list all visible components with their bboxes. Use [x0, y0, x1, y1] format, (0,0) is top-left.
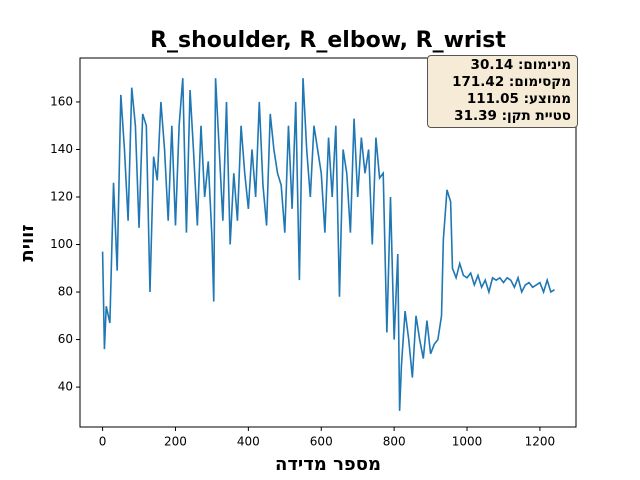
x-axis-label: מספר מדידה: [275, 454, 381, 475]
data-line: [101, 78, 555, 411]
y-tick-label: 100: [50, 237, 73, 251]
y-axis-label: זווית: [17, 224, 38, 261]
x-tick-label: 1000: [452, 435, 483, 449]
chart-title: R_shoulder, R_elbow, R_wrist: [150, 28, 506, 53]
y-tick-label: 140: [50, 142, 73, 156]
y-tick-label: 40: [58, 380, 73, 394]
stat-line: מקסימום: 171.42: [452, 74, 571, 90]
y-tick-label: 120: [50, 189, 73, 203]
x-tick-label: 600: [310, 435, 333, 449]
x-tick-label: 400: [237, 435, 260, 449]
x-tick-label: 200: [164, 435, 187, 449]
y-tick-label: 60: [58, 332, 73, 346]
y-tick-label: 80: [58, 285, 73, 299]
stat-line: ממוצע: 111.05: [466, 91, 571, 107]
plot-frame: [79, 57, 577, 428]
stat-line: מינימום: 30.14: [470, 57, 571, 73]
y-tick-label: 160: [50, 94, 73, 108]
stats-box: מינימום: 30.14 מקסימום: 171.42 ממוצע: 111.…: [427, 55, 578, 128]
x-tick-label: 800: [383, 435, 406, 449]
x-tick-label: 0: [99, 435, 107, 449]
x-tick-label: 1200: [525, 435, 556, 449]
stat-line: סטיית תקן: 31.39: [454, 108, 571, 124]
